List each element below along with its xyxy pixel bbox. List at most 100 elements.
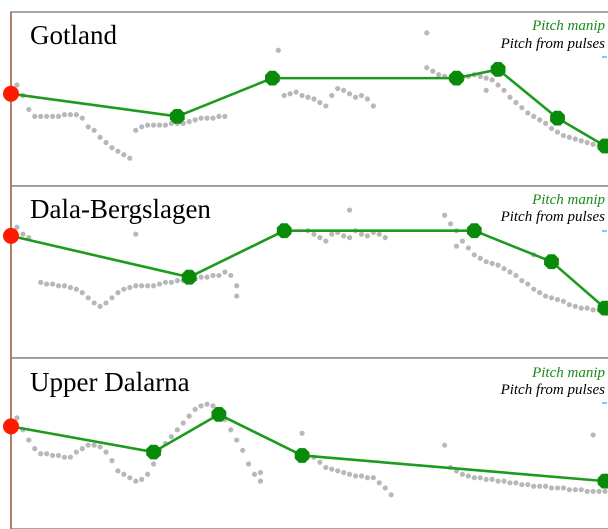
pulse-point	[537, 117, 543, 123]
pulse-point	[346, 235, 353, 241]
pulse-point	[97, 444, 103, 450]
pulse-point	[145, 283, 151, 289]
pulse-point	[139, 283, 145, 289]
pitch-manip-point[interactable]	[181, 269, 197, 285]
pulse-point	[210, 115, 216, 121]
pulse-point	[548, 295, 555, 301]
pitch-manip-point[interactable]	[544, 254, 559, 270]
pulse-point	[543, 483, 549, 489]
pitch-manip-point[interactable]	[276, 223, 292, 239]
pulse-point	[198, 115, 204, 121]
pitch-manip-point[interactable]	[146, 444, 161, 460]
pulse-point	[234, 283, 240, 289]
pulse-point	[590, 141, 596, 147]
pitch-manip-point[interactable]	[294, 448, 310, 463]
pulse-point	[299, 430, 305, 436]
pulse-point	[323, 103, 329, 109]
pulse-point	[447, 221, 454, 227]
pulse-point	[103, 300, 109, 306]
pulse-point	[79, 290, 85, 296]
pulse-point	[590, 432, 596, 438]
pulse-point	[275, 47, 281, 53]
pulse-point	[584, 139, 590, 146]
pulse-point	[281, 92, 287, 99]
pulse-point	[572, 487, 578, 493]
pulse-point	[507, 94, 513, 100]
pulse-point	[55, 452, 62, 459]
pitch-manip-start-point[interactable]	[3, 227, 19, 244]
pulse-point	[204, 115, 210, 121]
pulse-point	[341, 87, 347, 93]
pulse-point	[548, 125, 555, 132]
pulse-point	[560, 298, 567, 304]
pitch-manip-point[interactable]	[169, 109, 185, 124]
pulse-point	[38, 451, 44, 457]
pulse-point	[513, 99, 519, 106]
pulse-point	[216, 113, 222, 119]
pulse-point	[513, 272, 519, 279]
pulse-point	[186, 119, 192, 125]
pulse-point	[198, 403, 204, 409]
pulse-point	[507, 269, 513, 275]
pulse-point	[257, 478, 264, 484]
pulse-point	[370, 103, 376, 109]
pitch-manip-point[interactable]	[211, 407, 227, 422]
pulse-point	[477, 73, 483, 79]
pulse-point	[139, 124, 145, 130]
pitch-manip-start-point[interactable]	[3, 85, 19, 102]
pulse-point	[584, 305, 590, 311]
pulse-point	[222, 113, 228, 119]
pulse-point	[216, 272, 222, 279]
pulse-point	[566, 134, 572, 140]
pulse-point	[382, 235, 388, 241]
pulse-point	[507, 480, 513, 486]
pulse-point	[364, 233, 370, 239]
pitch-manip-point[interactable]	[466, 223, 482, 239]
pulse-point	[590, 488, 596, 494]
pulse-point	[115, 148, 121, 154]
pulse-point	[352, 94, 359, 100]
pulse-point	[358, 473, 365, 479]
pulse-point	[121, 152, 127, 158]
pulse-point	[156, 281, 163, 287]
pitch-manip-point[interactable]	[265, 70, 280, 86]
pulse-point	[97, 303, 103, 309]
pulse-point	[560, 132, 567, 139]
pulse-point	[168, 279, 174, 285]
pulse-point	[204, 401, 210, 407]
legend-entry-pitch-from-pulses: Pitch from pulses	[500, 382, 606, 398]
pulse-point	[67, 454, 73, 460]
pulse-point	[364, 475, 370, 481]
pulse-point	[465, 245, 471, 251]
pulse-point	[578, 138, 584, 144]
pulse-point	[346, 471, 353, 477]
pulse-point	[192, 406, 198, 412]
pitch-manip-point[interactable]	[597, 473, 608, 489]
pulse-point	[174, 278, 180, 284]
pitch-manip-point[interactable]	[449, 70, 464, 86]
pulse-point	[376, 231, 382, 237]
pulse-point	[442, 442, 448, 448]
pulse-point	[150, 461, 157, 467]
pitch-manip-point[interactable]	[550, 110, 565, 126]
pulse-point	[459, 238, 466, 244]
pulse-point	[329, 92, 335, 99]
pitch-manip-point[interactable]	[490, 62, 506, 77]
pulse-point	[49, 113, 56, 119]
pulse-point	[370, 475, 376, 481]
pitch-manip-point[interactable]	[597, 300, 608, 316]
pulse-point	[257, 469, 264, 476]
pulse-point	[489, 476, 495, 483]
pitch-manip-start-point[interactable]	[3, 418, 19, 435]
pulse-point	[67, 112, 73, 118]
pulse-point	[133, 231, 139, 237]
pulse-point	[477, 255, 483, 261]
pulse-point	[44, 281, 50, 287]
pitch-manip-point[interactable]	[597, 138, 608, 154]
pulse-point	[14, 415, 20, 421]
pulse-point	[495, 82, 501, 88]
pulse-point	[121, 286, 127, 292]
legend-entry-pitch-from-pulses: Pitch from pulses	[500, 36, 606, 52]
pulse-point	[537, 483, 543, 489]
